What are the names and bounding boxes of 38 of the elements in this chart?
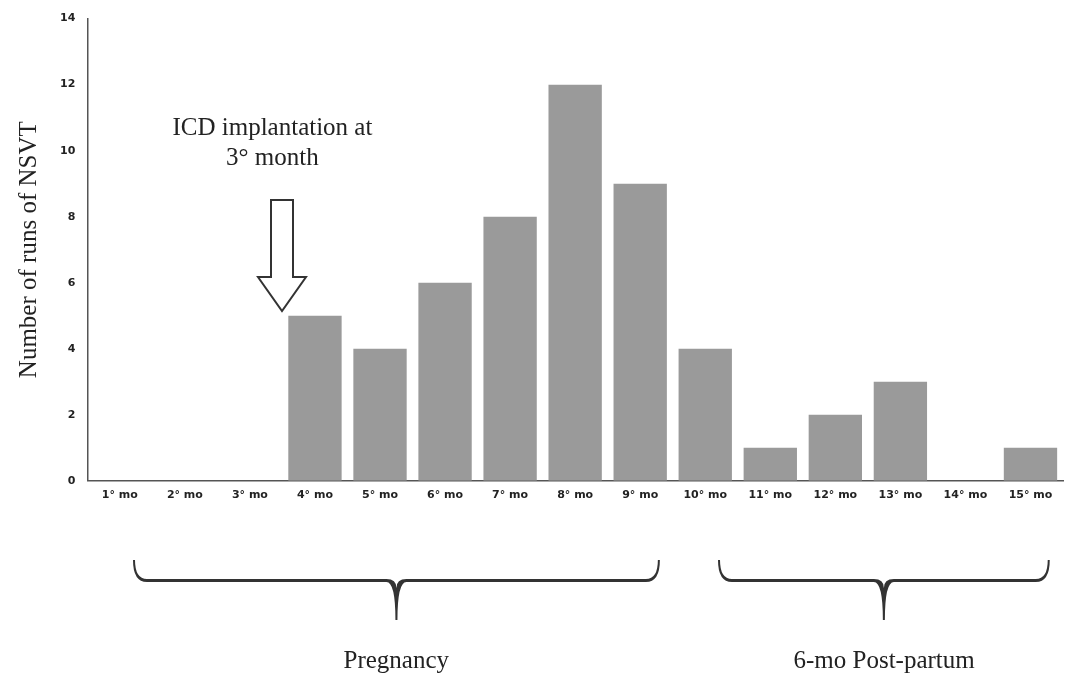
x-tick-label: 2° mo [166, 488, 204, 502]
bar [353, 348, 407, 481]
y-tick-label: 2 [67, 407, 76, 421]
annotation: ICD implantation at 3° month [172, 112, 373, 172]
text: Pregnancy [343, 645, 450, 675]
bar [873, 381, 928, 481]
bar [1003, 447, 1058, 481]
bar [483, 216, 537, 481]
bar [418, 282, 472, 481]
x-tick-label: 10° mo [683, 488, 728, 502]
bar [288, 315, 342, 481]
y-tick-label: 12 [60, 77, 76, 91]
text: 6-mo Post-partum [793, 645, 975, 675]
bar [808, 414, 863, 481]
x-tick-label: 4° mo [296, 488, 334, 502]
bar [548, 84, 602, 481]
y-tick-label: 8 [67, 209, 76, 223]
x-tick-label: 14° mo [943, 488, 988, 502]
y-axis-title: Number of runs of NSVT [13, 121, 41, 379]
y-tick-label: 6 [67, 275, 76, 289]
x-tick-label: 13° mo [878, 488, 923, 502]
x-tick-label: 15° mo [1008, 488, 1053, 502]
bar [743, 447, 797, 481]
x-tick-label: 11° mo [748, 488, 793, 502]
y-tick-label: 4 [67, 341, 76, 355]
y-tick-label: 10 [60, 143, 76, 157]
x-tick-label: 3° mo [231, 488, 269, 502]
y-tick-label: 0 [67, 473, 76, 487]
bar [613, 183, 667, 481]
bar [678, 348, 732, 481]
x-tick-label: 1° mo [101, 488, 139, 502]
x-tick-label: 9° mo [622, 488, 659, 502]
x-tick-label: 8° mo [557, 488, 594, 502]
x-tick-label: 6° mo [427, 488, 464, 502]
x-tick-label: 5° mo [362, 488, 399, 502]
x-tick-label: 12° mo [813, 488, 858, 502]
x-tick-label: 7° mo [492, 488, 529, 502]
y-tick-label: 14 [60, 11, 76, 25]
